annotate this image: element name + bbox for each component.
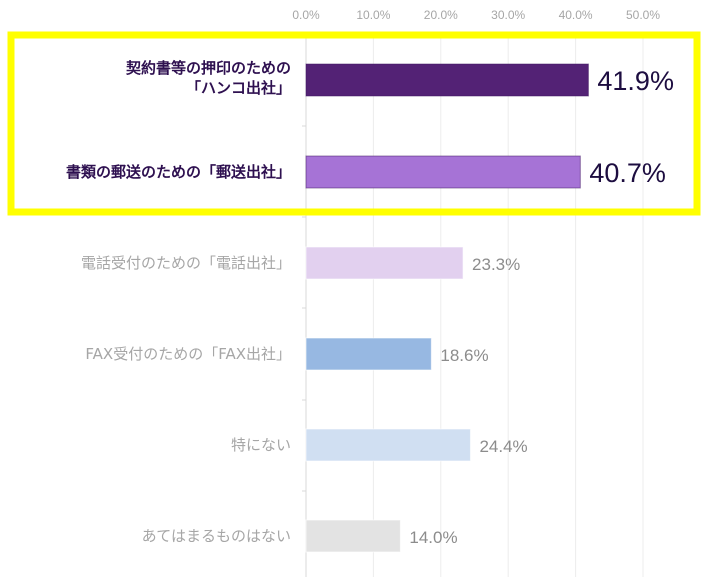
bar bbox=[305, 246, 464, 280]
bar bbox=[305, 155, 581, 189]
bar bbox=[305, 519, 401, 553]
category-labels: 契約書等の押印のための「ハンコ出社」書類の郵送のための「郵送出社」電話受付のため… bbox=[66, 59, 291, 545]
category-label: FAX受付のための「FAX出社」 bbox=[85, 345, 291, 363]
value-label: 14.0% bbox=[409, 528, 457, 547]
x-axis-ticks: 0.0% 10.0% 20.0% 30.0% 40.0% 50.0% bbox=[292, 8, 660, 22]
bar bbox=[305, 428, 471, 462]
x-tick-label: 40.0% bbox=[559, 8, 593, 22]
value-label: 18.6% bbox=[440, 346, 488, 365]
x-tick-label: 20.0% bbox=[424, 8, 458, 22]
value-labels: 41.9% 40.7% 23.3% 18.6% 24.4% 14.0% bbox=[409, 66, 674, 547]
x-tick-label: 0.0% bbox=[292, 8, 320, 22]
gridlines bbox=[302, 36, 644, 577]
value-label: 40.7% bbox=[589, 158, 666, 188]
bar bbox=[305, 63, 589, 97]
highlight-box bbox=[7, 31, 701, 216]
category-label: 電話受付のための「電話出社」 bbox=[81, 254, 291, 272]
value-label: 23.3% bbox=[472, 255, 520, 274]
value-label: 41.9% bbox=[597, 66, 674, 96]
category-label: 書類の郵送のための「郵送出社」 bbox=[66, 163, 291, 181]
category-label: 契約書等の押印のための bbox=[125, 59, 291, 77]
bar bbox=[305, 337, 432, 371]
value-label: 24.4% bbox=[479, 437, 527, 456]
x-tick-label: 30.0% bbox=[491, 8, 525, 22]
bars bbox=[305, 63, 589, 553]
category-label: あてはまるものはない bbox=[142, 527, 291, 545]
x-tick-label: 10.0% bbox=[356, 8, 390, 22]
x-tick-label: 50.0% bbox=[626, 8, 660, 22]
category-label: 「ハンコ出社」 bbox=[186, 79, 291, 97]
category-label: 特にない bbox=[231, 436, 291, 454]
